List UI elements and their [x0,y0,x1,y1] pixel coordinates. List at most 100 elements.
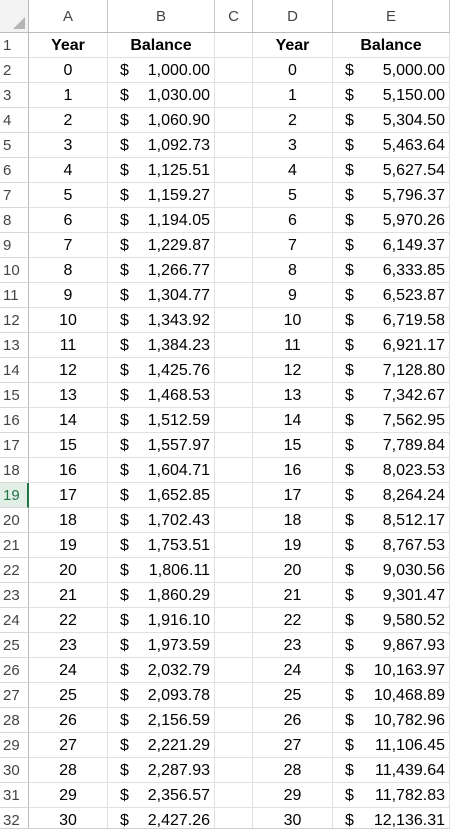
cell-empty[interactable] [215,433,253,458]
cell-balance[interactable]: $1,916.10 [108,608,215,633]
cell-year[interactable]: 5 [29,183,108,208]
cell-balance[interactable]: $7,789.84 [333,433,450,458]
cell-balance[interactable]: $1,266.77 [108,258,215,283]
cell-year[interactable]: 5 [253,183,333,208]
cell-balance[interactable]: $1,973.59 [108,633,215,658]
cell-balance[interactable]: $8,264.24 [333,483,450,508]
row-header[interactable]: 6 [0,158,29,183]
cell-year[interactable]: 6 [29,208,108,233]
cell-balance[interactable]: $1,229.87 [108,233,215,258]
cell-empty[interactable] [215,533,253,558]
cell-empty[interactable] [215,333,253,358]
row-header[interactable]: 26 [0,658,29,683]
cell-balance[interactable]: $8,023.53 [333,458,450,483]
cell-empty[interactable] [215,383,253,408]
cell-year[interactable]: 10 [253,308,333,333]
row-header[interactable]: 31 [0,783,29,808]
cell-balance[interactable]: $1,512.59 [108,408,215,433]
cell-year[interactable]: 16 [29,458,108,483]
cell-year[interactable]: 18 [29,508,108,533]
cell-year[interactable]: 18 [253,508,333,533]
cell-empty[interactable] [215,483,253,508]
row-header[interactable]: 28 [0,708,29,733]
cell-empty[interactable] [215,83,253,108]
cell-empty[interactable] [215,683,253,708]
cell-year[interactable]: 27 [29,733,108,758]
cell-empty[interactable] [215,308,253,333]
row-header[interactable]: 7 [0,183,29,208]
cell-year[interactable]: 12 [253,358,333,383]
cell-balance[interactable]: $6,149.37 [333,233,450,258]
cell-balance[interactable]: $11,439.64 [333,758,450,783]
cell-balance[interactable]: $9,301.47 [333,583,450,608]
cell-year[interactable]: 1 [253,83,333,108]
cell-year[interactable]: 26 [253,708,333,733]
cell-e1-balance-header[interactable]: Balance [333,33,450,58]
cell-empty[interactable] [215,208,253,233]
row-header[interactable]: 5 [0,133,29,158]
cell-balance[interactable]: $1,194.05 [108,208,215,233]
cell-empty[interactable] [215,133,253,158]
cell-year[interactable]: 28 [253,758,333,783]
cell-balance[interactable]: $1,125.51 [108,158,215,183]
row-header[interactable]: 24 [0,608,29,633]
cell-year[interactable]: 23 [29,633,108,658]
cell-balance[interactable]: $7,342.67 [333,383,450,408]
cell-year[interactable]: 3 [253,133,333,158]
cell-year[interactable]: 9 [253,283,333,308]
cell-balance[interactable]: $1,604.71 [108,458,215,483]
cell-empty[interactable] [215,258,253,283]
cell-balance[interactable]: $2,287.93 [108,758,215,783]
cell-empty[interactable] [215,758,253,783]
cell-balance[interactable]: $2,221.29 [108,733,215,758]
cell-year[interactable]: 23 [253,633,333,658]
cell-year[interactable]: 13 [29,383,108,408]
cell-year[interactable]: 8 [253,258,333,283]
cell-year[interactable]: 12 [29,358,108,383]
cell-balance[interactable]: $1,384.23 [108,333,215,358]
cell-d1-year-header[interactable]: Year [253,33,333,58]
cell-empty[interactable] [215,708,253,733]
row-header[interactable]: 25 [0,633,29,658]
cell-balance[interactable]: $1,304.77 [108,283,215,308]
row-header[interactable]: 3 [0,83,29,108]
cell-empty[interactable] [215,233,253,258]
cell-balance[interactable]: $1,425.76 [108,358,215,383]
cell-balance[interactable]: $6,921.17 [333,333,450,358]
cell-year[interactable]: 20 [29,558,108,583]
cell-year[interactable]: 20 [253,558,333,583]
select-all-corner[interactable] [0,0,29,32]
cell-balance[interactable]: $5,627.54 [333,158,450,183]
cell-empty[interactable] [215,58,253,83]
row-header[interactable]: 11 [0,283,29,308]
cell-balance[interactable]: $6,333.85 [333,258,450,283]
cell-balance[interactable]: $2,156.59 [108,708,215,733]
cell-balance[interactable]: $5,970.26 [333,208,450,233]
cell-year[interactable]: 8 [29,258,108,283]
cell-balance[interactable]: $5,000.00 [333,58,450,83]
row-header[interactable]: 18 [0,458,29,483]
cell-year[interactable]: 0 [253,58,333,83]
row-header[interactable]: 21 [0,533,29,558]
cell-year[interactable]: 1 [29,83,108,108]
row-header[interactable]: 1 [0,33,29,58]
cell-year[interactable]: 3 [29,133,108,158]
cell-balance[interactable]: $11,782.83 [333,783,450,808]
cell-balance[interactable]: $2,356.57 [108,783,215,808]
cell-year[interactable]: 29 [29,783,108,808]
row-header[interactable]: 2 [0,58,29,83]
row-header[interactable]: 12 [0,308,29,333]
cell-balance[interactable]: $1,702.43 [108,508,215,533]
cell-empty[interactable] [215,183,253,208]
cell-year[interactable]: 25 [29,683,108,708]
cell-year[interactable]: 2 [253,108,333,133]
cell-empty[interactable] [215,658,253,683]
cell-balance[interactable]: $5,304.50 [333,108,450,133]
row-header[interactable]: 17 [0,433,29,458]
row-header[interactable]: 16 [0,408,29,433]
cell-balance[interactable]: $7,128.80 [333,358,450,383]
cell-balance[interactable]: $5,463.64 [333,133,450,158]
row-header[interactable]: 23 [0,583,29,608]
cell-balance[interactable]: $10,782.96 [333,708,450,733]
cell-year[interactable]: 10 [29,308,108,333]
